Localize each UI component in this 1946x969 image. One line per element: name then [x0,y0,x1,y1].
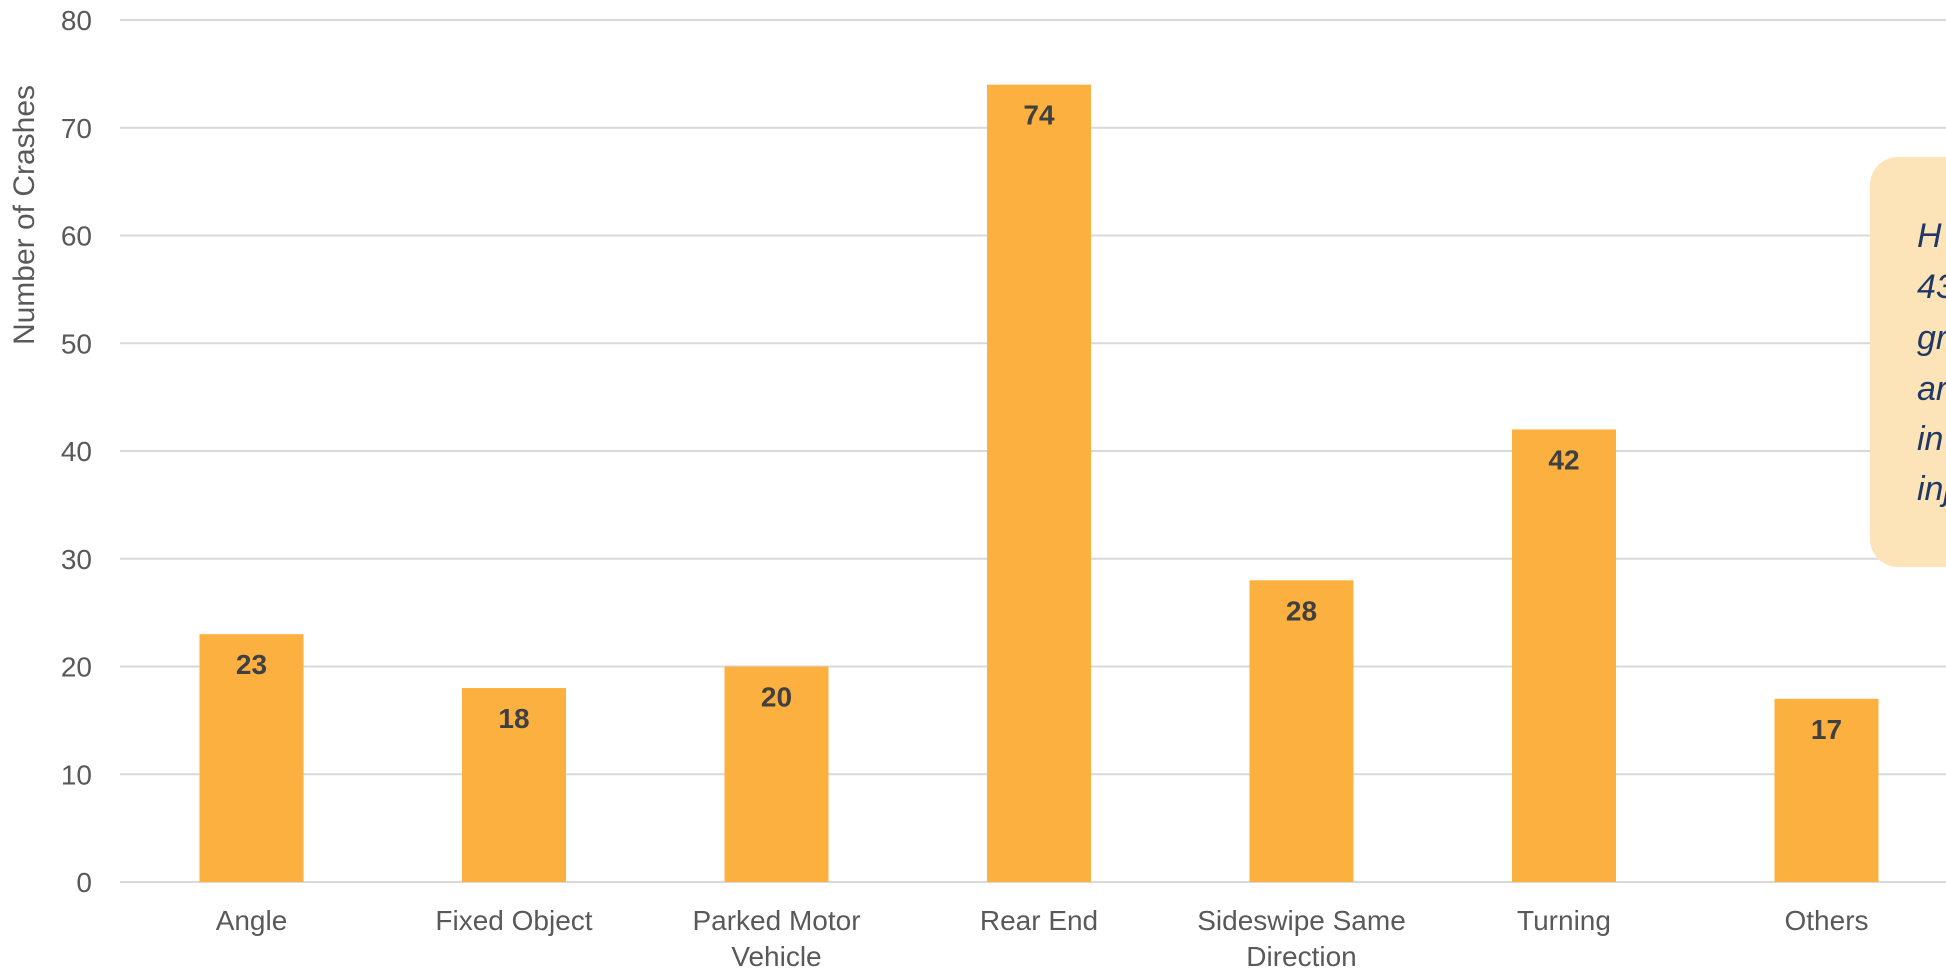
bars: 23 18 20 74 28 42 17 [199,84,1879,882]
bar [1512,429,1616,882]
y-tick-label: 80 [61,5,92,36]
x-category-label: Fixed Object [435,905,592,936]
data-label: 17 [1811,714,1842,745]
x-axis-categories: Angle Fixed Object Parked Motor Vehicle Rear… [216,905,1869,969]
bar [987,84,1091,882]
annotation-box [1870,157,1946,567]
data-label: 23 [236,649,267,680]
data-label: 74 [1023,100,1055,131]
annotation-text: gr [1917,319,1946,357]
y-tick-label: 10 [61,759,92,790]
data-label: 20 [761,682,792,713]
annotation-text: inj [1917,470,1946,508]
bar [724,666,829,882]
x-category-label: Vehicle [731,941,821,969]
y-axis-ticks: 0 10 20 30 40 50 60 70 80 [61,5,92,898]
x-category-label: Rear End [980,905,1098,936]
x-category-label: Sideswipe Same [1197,905,1406,936]
y-tick-label: 0 [76,867,92,898]
annotation-text: 43 [1917,268,1946,306]
y-tick-label: 70 [61,113,92,144]
annotation-text: H [1917,217,1942,255]
x-category-label: Parked Motor [692,905,860,936]
bar [462,688,566,882]
y-axis-label: Number of Crashes [8,85,41,345]
data-label: 18 [498,703,529,734]
x-category-label: Direction [1246,941,1356,969]
y-tick-label: 20 [61,652,92,683]
y-tick-label: 40 [61,436,92,467]
annotation-callout: H 43 gr ar in inj [1870,157,1946,567]
annotation-text: ar [1917,370,1946,408]
y-tick-label: 30 [61,544,92,575]
x-category-label: Angle [216,905,288,936]
y-tick-label: 50 [61,328,92,359]
bar [1249,580,1354,882]
data-label: 28 [1286,595,1317,626]
x-category-label: Others [1784,905,1868,936]
bar [1774,698,1879,882]
x-category-label: Turning [1517,905,1611,936]
bar [199,634,304,882]
annotation-text: in [1917,420,1943,458]
y-tick-label: 60 [61,221,92,252]
data-label: 42 [1548,444,1579,475]
